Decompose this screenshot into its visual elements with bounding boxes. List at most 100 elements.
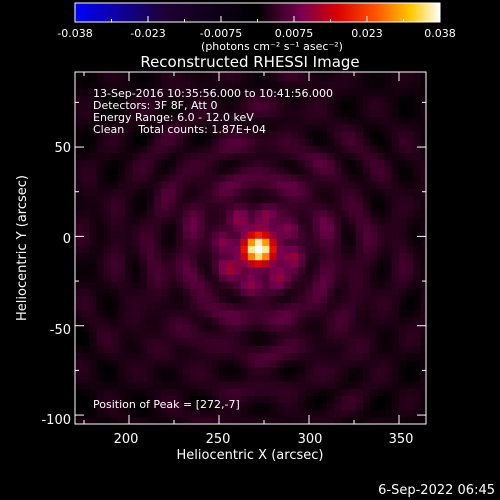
heatmap-cell xyxy=(82,130,90,139)
heatmap-cell xyxy=(377,266,386,275)
heatmap-cell xyxy=(132,352,141,361)
heatmap-cell xyxy=(305,188,314,196)
heatmap-cell xyxy=(226,295,234,304)
heatmap-cell xyxy=(147,373,155,382)
heatmap-cell xyxy=(226,273,234,282)
heatmap-cell xyxy=(190,309,198,318)
heatmap-cell xyxy=(154,166,162,175)
heatmap-cell xyxy=(420,259,426,268)
heatmap-cell xyxy=(190,345,198,354)
heatmap-cell xyxy=(183,381,191,389)
heatmap-cell xyxy=(96,381,105,389)
heatmap-cell xyxy=(240,138,249,146)
heatmap-cell xyxy=(111,273,119,282)
heatmap-cell xyxy=(118,80,126,89)
heatmap-cell xyxy=(291,123,299,132)
heatmap-cell xyxy=(327,188,335,196)
heatmap-cell xyxy=(204,216,213,225)
heatmap-cell xyxy=(211,295,220,304)
heatmap-cell xyxy=(233,116,242,125)
heatmap-cell xyxy=(111,302,119,311)
heatmap-cell xyxy=(226,80,234,89)
heatmap-cell xyxy=(262,338,270,346)
heatmap-cell xyxy=(255,159,263,168)
heatmap-cell xyxy=(233,188,242,196)
heatmap-cell xyxy=(262,73,270,82)
heatmap-cell xyxy=(312,166,321,175)
heatmap-cell xyxy=(147,259,155,268)
heatmap-cell xyxy=(132,402,141,411)
heatmap-cell xyxy=(139,402,148,411)
heatmap-cell xyxy=(298,366,306,375)
heatmap-cell xyxy=(161,316,170,325)
heatmap-cell xyxy=(305,281,314,289)
heatmap-cell xyxy=(183,295,191,304)
heatmap-cell xyxy=(255,345,263,354)
heatmap-cell xyxy=(262,216,270,225)
heatmap-cell xyxy=(139,373,148,382)
heatmap-cell xyxy=(334,238,342,246)
heatmap-cell xyxy=(111,209,119,218)
heatmap-cell xyxy=(298,359,306,368)
heatmap-cell xyxy=(183,281,191,289)
heatmap-cell xyxy=(168,73,177,82)
heatmap-cell xyxy=(348,231,357,239)
heatmap-cell xyxy=(312,345,321,354)
heatmap-cell xyxy=(399,95,407,103)
heatmap-cell xyxy=(96,209,105,218)
heatmap-cell xyxy=(139,95,148,103)
heatmap-cell xyxy=(219,366,227,375)
heatmap-cell xyxy=(89,409,98,418)
heatmap-cell xyxy=(291,359,299,368)
heatmap-cell xyxy=(312,381,321,389)
heatmap-cell xyxy=(247,188,256,196)
heatmap-cell xyxy=(96,388,105,397)
heatmap-cell xyxy=(363,216,371,225)
heatmap-cell xyxy=(154,416,162,424)
heatmap-cell xyxy=(82,145,90,154)
heatmap-cell xyxy=(168,138,177,146)
heatmap-cell xyxy=(247,223,256,232)
heatmap-cell xyxy=(420,273,426,282)
heatmap-cell xyxy=(82,123,90,132)
heatmap-cell xyxy=(240,173,249,182)
heatmap-cell xyxy=(132,338,141,346)
heatmap-cell xyxy=(262,109,270,118)
heatmap-cell xyxy=(175,123,184,132)
heatmap-cell xyxy=(384,209,393,218)
heatmap-cell xyxy=(161,116,170,125)
heatmap-cell xyxy=(161,259,170,268)
heatmap-cell xyxy=(125,345,134,354)
heatmap-cell xyxy=(190,409,198,418)
heatmap-cell xyxy=(384,331,393,339)
heatmap-cell xyxy=(291,281,299,289)
colorbar-ticks xyxy=(74,16,441,22)
heatmap-cell xyxy=(147,88,155,96)
heatmap-cell xyxy=(413,288,422,296)
heatmap-cell xyxy=(363,116,371,125)
heatmap-cell xyxy=(154,202,162,211)
heatmap-cell xyxy=(240,331,249,339)
heatmap-cell xyxy=(204,245,213,254)
heatmap-cell xyxy=(298,109,306,118)
heatmap-cell xyxy=(219,245,227,254)
heatmap-cell xyxy=(147,416,155,424)
heatmap-cell xyxy=(118,109,126,118)
heatmap-cell xyxy=(247,309,256,318)
heatmap-cell xyxy=(341,402,350,411)
heatmap-cell xyxy=(327,238,335,246)
heatmap-cell xyxy=(276,252,285,261)
heatmap-cell xyxy=(82,338,90,346)
heatmap-cell xyxy=(125,359,134,368)
heatmap-cell xyxy=(298,223,306,232)
heatmap-cell xyxy=(399,245,407,254)
heatmap-cell xyxy=(219,188,227,196)
heatmap-cell xyxy=(283,180,292,189)
heatmap-cell xyxy=(168,80,177,89)
heatmap-cell xyxy=(89,288,98,296)
heatmap-cell xyxy=(262,416,270,424)
heatmap-cell xyxy=(111,72,119,75)
heatmap-cell xyxy=(399,295,407,304)
heatmap-cell xyxy=(298,331,306,339)
heatmap-cell xyxy=(269,338,278,346)
